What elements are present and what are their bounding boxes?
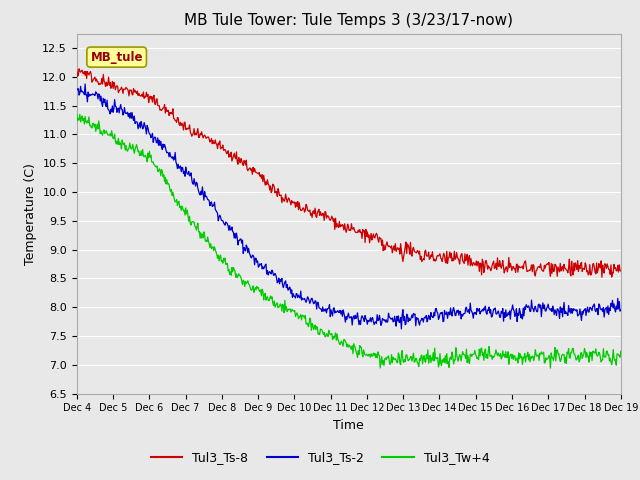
Text: MB_tule: MB_tule (90, 50, 143, 63)
X-axis label: Time: Time (333, 419, 364, 432)
Title: MB Tule Tower: Tule Temps 3 (3/23/17-now): MB Tule Tower: Tule Temps 3 (3/23/17-now… (184, 13, 513, 28)
Legend: Tul3_Ts-8, Tul3_Ts-2, Tul3_Tw+4: Tul3_Ts-8, Tul3_Ts-2, Tul3_Tw+4 (145, 446, 495, 469)
Y-axis label: Temperature (C): Temperature (C) (24, 163, 36, 264)
